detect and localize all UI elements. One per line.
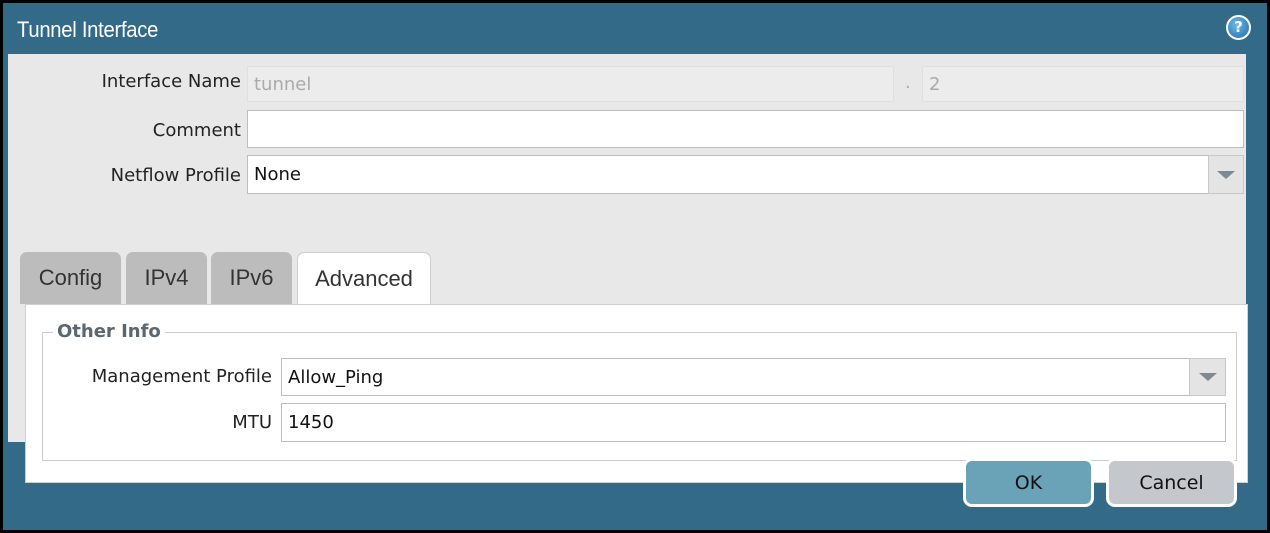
management-profile-dropdown-button[interactable]: [1189, 358, 1226, 396]
tab-ipv6[interactable]: IPv6: [211, 252, 292, 304]
mtu-input[interactable]: 1450: [281, 403, 1226, 442]
dialog-title: Tunnel Interface: [17, 17, 159, 42]
netflow-profile-select[interactable]: None: [247, 155, 1209, 194]
advanced-tab-content: Other Info Management Profile Allow_Ping…: [25, 304, 1248, 483]
other-info-group: Other Info Management Profile Allow_Ping…: [42, 321, 1237, 461]
comment-input[interactable]: [247, 110, 1244, 148]
other-info-title: Other Info: [53, 321, 165, 342]
help-icon[interactable]: ?: [1226, 15, 1251, 40]
chevron-down-icon: [1198, 373, 1217, 381]
management-profile-select[interactable]: Allow_Ping: [281, 358, 1190, 396]
netflow-dropdown-button[interactable]: [1208, 155, 1244, 194]
tab-ipv4[interactable]: IPv4: [126, 252, 207, 304]
mtu-label: MTU: [232, 412, 272, 433]
comment-label: Comment: [152, 120, 241, 141]
interface-name-label: Interface Name: [101, 71, 241, 92]
management-profile-label: Management Profile: [91, 366, 272, 387]
tunnel-interface-dialog: Tunnel Interface ? Interface Name tunnel…: [3, 3, 1267, 530]
tab-config[interactable]: Config: [20, 252, 121, 304]
ok-button[interactable]: OK: [963, 458, 1094, 507]
interface-subnumber-input[interactable]: 2: [922, 66, 1244, 102]
interface-name-separator: .: [905, 72, 911, 93]
tab-advanced[interactable]: Advanced: [297, 252, 431, 305]
cancel-button[interactable]: Cancel: [1106, 458, 1237, 507]
interface-name-input[interactable]: tunnel: [247, 66, 894, 102]
dialog-body: Interface Name tunnel . 2 Comment Netflo…: [8, 54, 1248, 483]
chevron-down-icon: [1217, 170, 1235, 179]
netflow-profile-label: Netflow Profile: [110, 165, 241, 186]
